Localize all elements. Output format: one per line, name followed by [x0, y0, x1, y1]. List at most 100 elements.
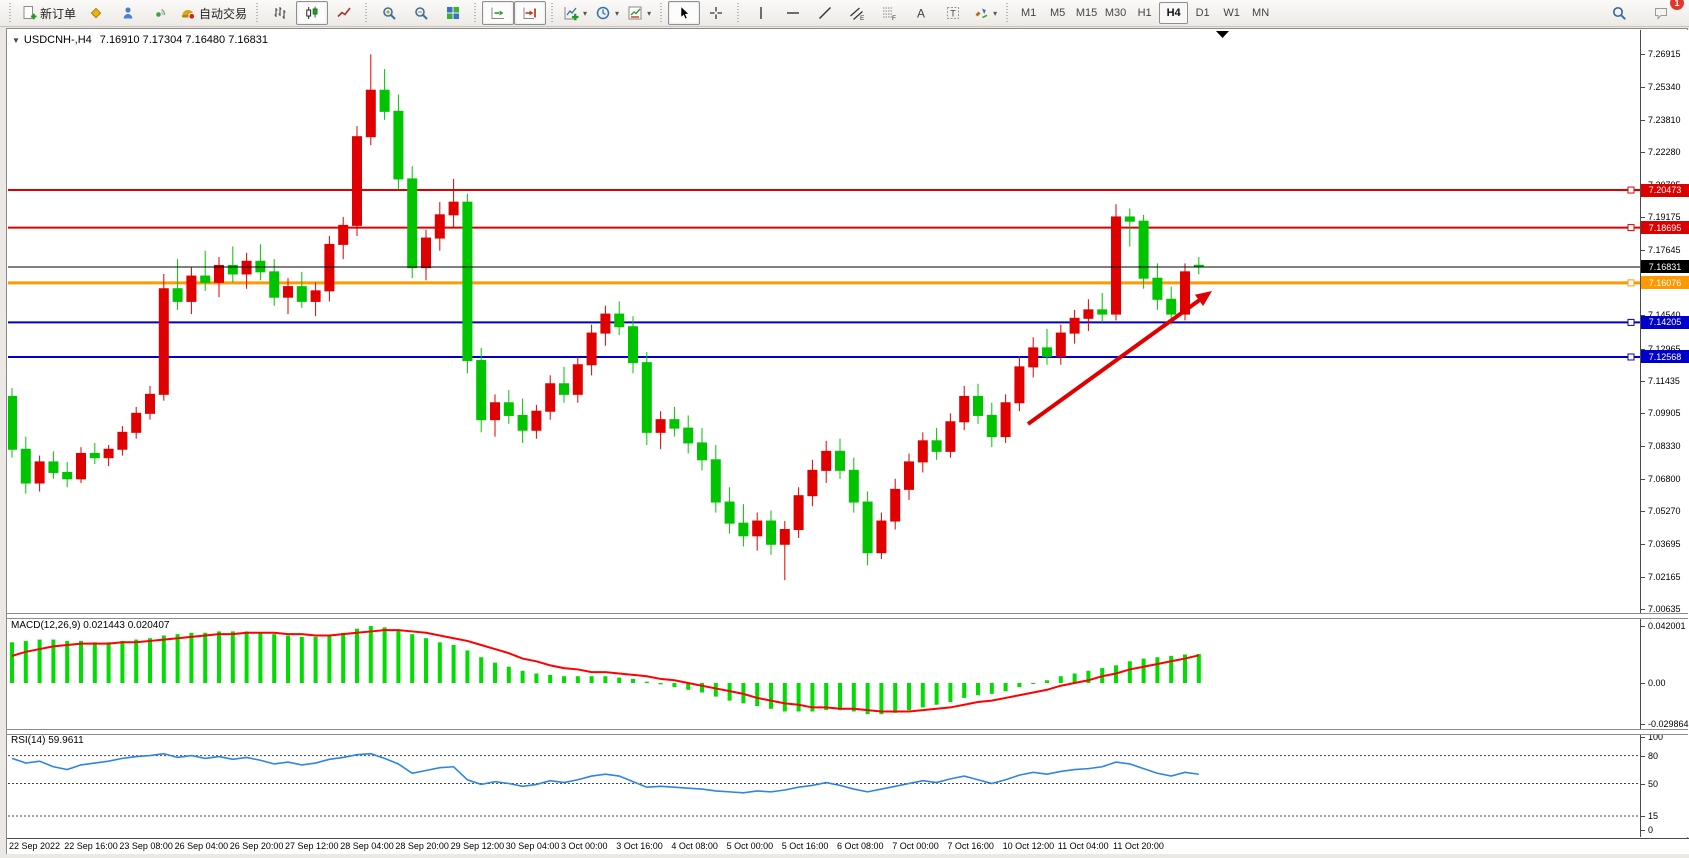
- notifications-button[interactable]: 1: [1645, 0, 1684, 25]
- macd-histogram-bar: [672, 683, 677, 688]
- tline-icon: [819, 7, 832, 19]
- vertical-line-button[interactable]: [745, 1, 777, 25]
- timeframe-button-M5[interactable]: M5: [1049, 7, 1066, 19]
- toolbar-groups: 新订单 自动交易 ▾ ▾ ▾ E F A T ▾: [4, 1, 1001, 25]
- macd-panel[interactable]: [8, 617, 1640, 729]
- candle-body: [545, 383, 556, 412]
- text-button[interactable]: A: [905, 1, 937, 25]
- candle-body: [503, 402, 514, 416]
- zoom-out-button[interactable]: [405, 1, 437, 25]
- price-axis[interactable]: 7.269157.253407.238107.222807.207057.191…: [1640, 30, 1689, 837]
- macd-panel-resize-handle[interactable]: [7, 613, 1688, 619]
- news-broadcast-button[interactable]: [144, 1, 176, 25]
- broadcast-icon: [156, 8, 166, 17]
- axis-tick: [1641, 737, 1645, 738]
- axis-tick: [1641, 576, 1645, 578]
- candle-body: [476, 360, 487, 421]
- axis-tick: [1641, 478, 1645, 480]
- date-axis[interactable]: 22 Sep 2022 22 Sep 16:00 23 Sep 08:00 26 Se…: [7, 838, 1689, 854]
- candle-body: [1028, 347, 1039, 368]
- macd-histogram-bar: [148, 638, 152, 683]
- macd-histogram-bar: [631, 678, 635, 683]
- timeframe-button-D1[interactable]: D1: [1195, 7, 1210, 19]
- arrows-button[interactable]: ▾: [969, 1, 1001, 25]
- axis-tick: [1641, 544, 1645, 546]
- macd-histogram-bar: [879, 683, 884, 715]
- toolbar-grip: [549, 3, 557, 23]
- candle-body: [779, 528, 790, 545]
- date-label: 5 Oct 16:00: [781, 841, 829, 851]
- cursor-button[interactable]: [668, 1, 701, 25]
- new-order-button[interactable]: 新订单: [17, 1, 80, 25]
- macd-histogram-bar: [217, 631, 221, 683]
- rsi-panel[interactable]: [8, 733, 1640, 837]
- timeframe-button-M15[interactable]: M15: [1075, 7, 1098, 19]
- trendline-button[interactable]: [809, 1, 841, 25]
- chart-shift-marker[interactable]: [1216, 31, 1229, 38]
- candle-body: [1166, 298, 1177, 315]
- timeframe-button-W1[interactable]: W1: [1223, 7, 1240, 19]
- rsi-panel-resize-handle[interactable]: [7, 729, 1688, 735]
- templates-button[interactable]: ▾: [623, 1, 655, 25]
- axis-tick: [1641, 511, 1645, 513]
- chevron-down-icon[interactable]: ▼: [12, 36, 20, 45]
- auto-scroll-button[interactable]: [482, 1, 515, 25]
- line-handle[interactable]: [1627, 353, 1635, 361]
- line-handle[interactable]: [1627, 224, 1635, 232]
- zoom-in-button[interactable]: [373, 1, 405, 25]
- price-tick-label: 7.03695: [1648, 539, 1681, 550]
- line-chart-button[interactable]: [328, 1, 360, 25]
- candle-body: [1180, 271, 1190, 315]
- candle-body: [945, 421, 956, 452]
- demo-account-button[interactable]: [112, 1, 144, 25]
- search-button[interactable]: [1603, 1, 1635, 25]
- new-order-button-label: 新订单: [40, 6, 77, 21]
- candle-body: [917, 440, 928, 463]
- macd-histogram-bar: [1017, 683, 1022, 688]
- date-label: 6 Oct 08:00: [837, 841, 884, 851]
- timeframe-button-H1[interactable]: H1: [1137, 7, 1152, 19]
- periods-button[interactable]: ▾: [591, 1, 623, 25]
- date-label: 28 Sep 20:00: [395, 841, 449, 851]
- candle-body: [269, 271, 280, 298]
- fibonacci-button[interactable]: F: [873, 1, 905, 25]
- trend-arrow[interactable]: [1026, 295, 1206, 426]
- macd-histogram-bar: [658, 683, 663, 685]
- candle-body: [821, 450, 832, 471]
- macd-histogram-bar: [410, 634, 415, 683]
- autotrading-button[interactable]: 自动交易: [176, 1, 251, 25]
- candle-body: [959, 395, 970, 423]
- rsi-tick-label: 0: [1648, 825, 1654, 835]
- timeframe-button-M30[interactable]: M30: [1104, 7, 1127, 19]
- tile-windows-button[interactable]: [437, 1, 469, 25]
- timeframe-button-M1[interactable]: M1: [1020, 7, 1037, 19]
- line-handle[interactable]: [1627, 279, 1635, 287]
- metaeditor-button[interactable]: [80, 1, 112, 25]
- autoscroll-icon: [491, 7, 505, 19]
- equidistant-channel-button[interactable]: E: [841, 1, 873, 25]
- indicators-button[interactable]: ▾: [559, 1, 591, 25]
- text-label-button[interactable]: T: [937, 1, 969, 25]
- timeframe-button-MN[interactable]: MN: [1252, 7, 1270, 19]
- clock-icon: [596, 6, 610, 20]
- main-chart-panel[interactable]: [8, 30, 1640, 613]
- price-tick-label: 7.23810: [1648, 114, 1681, 125]
- candlestick-chart-button[interactable]: [296, 1, 329, 25]
- horizontal-line-button[interactable]: [777, 1, 809, 25]
- line-handle[interactable]: [1627, 318, 1635, 326]
- chart-shift-button[interactable]: [514, 1, 547, 25]
- hline-icon: [787, 12, 800, 14]
- fibo-icon: F: [883, 7, 896, 21]
- candle-body: [1124, 216, 1135, 222]
- date-label: 11 Oct 04:00: [1057, 841, 1109, 851]
- date-label: 23 Sep 08:00: [119, 841, 173, 851]
- line-handle[interactable]: [1627, 186, 1635, 194]
- timeframe-button-H4[interactable]: H4: [1159, 2, 1189, 24]
- macd-histogram-bar: [51, 639, 56, 683]
- candle-body: [1152, 277, 1163, 300]
- bar-chart-button[interactable]: [264, 1, 296, 25]
- candles-icon: [306, 6, 318, 19]
- macd-histogram-bar: [810, 683, 815, 712]
- crosshair-button[interactable]: [700, 1, 732, 25]
- axis-tick: [1641, 87, 1645, 89]
